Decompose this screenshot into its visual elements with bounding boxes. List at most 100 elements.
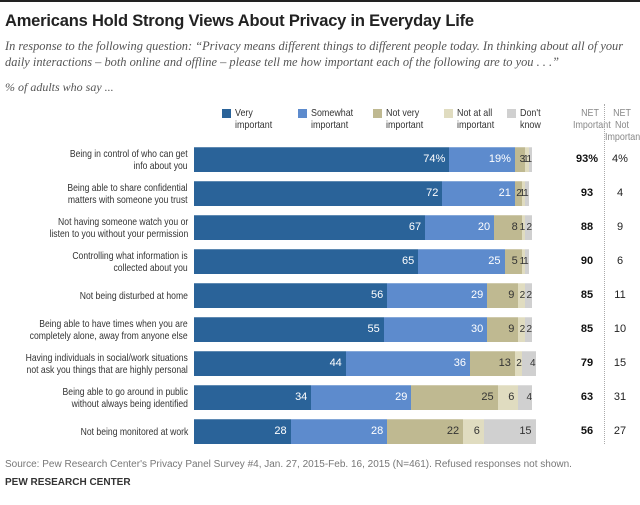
category-label: Having individuals in social/work situat… <box>26 352 188 376</box>
net-not-important-value: 10 <box>613 323 627 335</box>
net-important-value: 56 <box>580 425 594 437</box>
data-label: 2 <box>516 188 522 199</box>
net-not-important-value: 11 <box>614 289 626 301</box>
bar-segment <box>521 181 526 206</box>
data-label: 4 <box>530 358 536 369</box>
bar-segment <box>442 181 515 206</box>
header-line: NET <box>581 107 599 119</box>
bar-segment <box>521 249 526 274</box>
bar-segment <box>463 419 484 444</box>
category-label: Not being disturbed at home <box>80 290 188 302</box>
net-important-header: NET Important <box>573 107 611 131</box>
category-label: Not being monitored at work <box>80 426 188 438</box>
net-important-value: 79 <box>580 357 594 369</box>
bar-segment <box>528 147 533 172</box>
bar-segment <box>194 351 346 376</box>
bar-segment <box>194 181 443 206</box>
data-label: 44 <box>329 357 342 369</box>
category-label-line: not ask you things that are highly perso… <box>26 363 188 376</box>
legend-swatch <box>298 109 307 118</box>
legend-swatch <box>444 109 453 118</box>
net-important-value: 93% <box>575 153 599 165</box>
net-not-important-value: 4 <box>616 187 624 199</box>
column-divider <box>604 104 605 444</box>
net-important-value: 90 <box>580 255 594 267</box>
bar-segment <box>425 215 495 240</box>
data-label: 9 <box>508 289 515 301</box>
net-important-value: 85 <box>580 289 594 301</box>
data-label: 5 <box>511 255 518 267</box>
net-important-value: 85 <box>580 323 594 335</box>
bar-segment <box>521 215 526 240</box>
bar-segment <box>194 215 426 240</box>
data-label: 13 <box>498 357 511 369</box>
header-line: Important <box>605 131 640 143</box>
net-not-important-header: NET Not Important <box>605 107 640 143</box>
legend-label-line: Somewhat <box>311 107 354 119</box>
bar-segment <box>194 283 388 308</box>
legend-label: Very important <box>235 107 272 131</box>
data-label: 4 <box>526 392 533 403</box>
bar-segment <box>487 283 519 308</box>
data-label: 2 <box>526 290 533 301</box>
data-label: 74% <box>423 153 446 165</box>
data-label: 3 <box>519 154 526 165</box>
net-important-value: 93 <box>580 187 594 199</box>
data-label: 29 <box>471 289 484 301</box>
net-not-important-value: 4% <box>612 153 628 165</box>
data-label: 25 <box>481 391 494 403</box>
bar-segment <box>194 317 384 342</box>
legend-label: Don't know <box>520 107 541 131</box>
top-rule <box>0 0 640 2</box>
category-label: Being able to go around in public without… <box>63 386 188 410</box>
data-label: 6 <box>473 425 480 437</box>
bar-segment <box>525 317 533 342</box>
legend-item: Somewhat important <box>298 107 361 131</box>
data-label: 2 <box>519 290 526 301</box>
legend-label-line: Not very <box>386 107 420 119</box>
bar-segment <box>470 351 515 376</box>
bar-segment <box>311 385 412 410</box>
category-label-line: Having individuals in social/work situat… <box>25 351 188 364</box>
source-note: Source: Pew Research Center's Privacy Pa… <box>5 459 572 470</box>
legend-item: Don't know <box>507 107 545 131</box>
data-label: 1 <box>519 222 526 233</box>
category-label-line: completely alone, away from anyone else <box>30 329 188 342</box>
data-label: 2 <box>516 358 522 369</box>
category-label-line: Controlling what information is <box>72 249 188 262</box>
bar-segment <box>518 317 526 342</box>
bar-segment <box>518 385 533 410</box>
bar-segment <box>345 351 470 376</box>
data-label: 20 <box>477 221 491 233</box>
bar-segment <box>514 181 522 206</box>
net-not-important-value: 9 <box>616 221 624 233</box>
data-label: 2 <box>526 324 533 335</box>
net-not-important-value: 15 <box>613 357 627 369</box>
legend-label-line: important <box>311 119 349 131</box>
data-label: 28 <box>274 425 287 437</box>
chart-title: Americans Hold Strong Views About Privac… <box>5 12 474 30</box>
bar-segment <box>487 317 519 342</box>
category-label-line: listen to you without your permission <box>49 227 188 240</box>
header-line: NET Not <box>613 107 631 131</box>
bar-segment <box>514 351 522 376</box>
bar-segment <box>383 317 488 342</box>
data-label: 55 <box>367 323 380 335</box>
category-label-line: Being able to share confidential <box>67 181 188 194</box>
data-label: 1 <box>523 154 529 165</box>
bar-segment <box>504 249 522 274</box>
data-label: 19% <box>488 153 511 165</box>
data-label: 67 <box>408 221 422 233</box>
category-label-line: without always being identified <box>71 397 188 410</box>
bar-segment <box>514 147 526 172</box>
header-line: Important <box>573 119 611 131</box>
legend-swatch <box>507 109 516 118</box>
bar-segment <box>497 385 519 410</box>
bar-segment <box>387 419 464 444</box>
data-label: 21 <box>498 187 511 199</box>
data-label: 22 <box>446 425 460 437</box>
bar-segment <box>525 147 529 172</box>
legend-label-line: important <box>386 119 424 131</box>
category-label-line: info about you <box>133 159 188 172</box>
bar-segment <box>418 249 505 274</box>
